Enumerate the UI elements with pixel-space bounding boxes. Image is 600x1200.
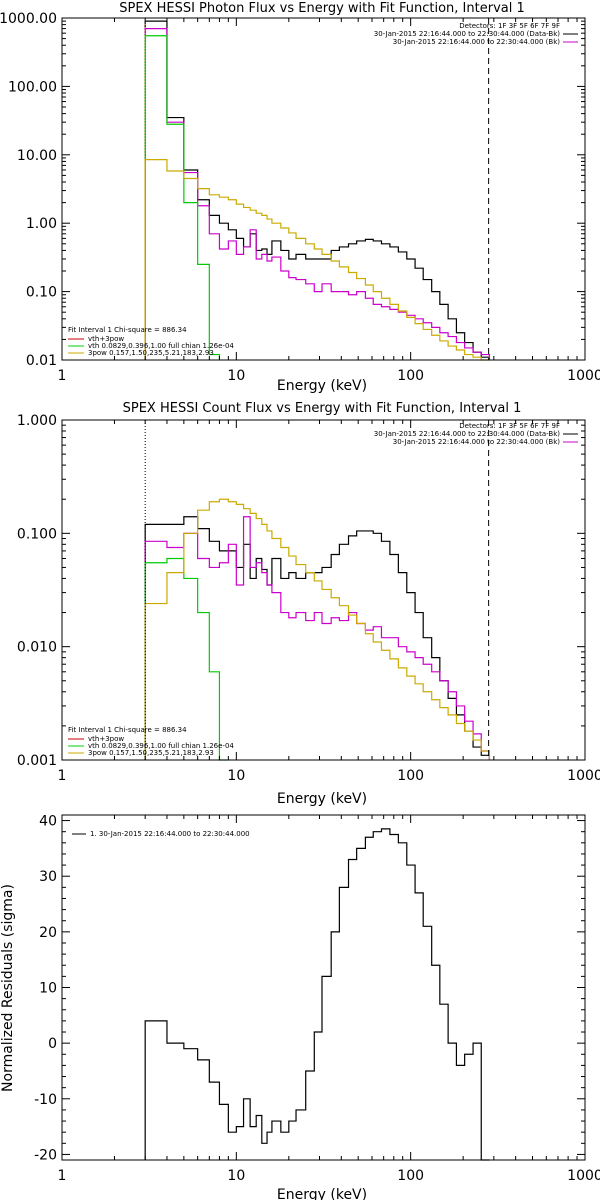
plot-frame [61,17,586,361]
panel-residuals: 1 10 100 1000 -20 -10 0 10 20 30 40 Energy (keV) N… [0,814,600,1200]
y-tick-label: 20 [39,925,57,941]
count-flux-title: SPEX HESSI Count Flux vs Energy with Fit… [123,401,522,416]
y-tick-label: 0.100 [17,526,57,542]
x-tick-label: 100 [397,368,424,384]
y-tick-label: 10.00 [17,148,57,164]
series-data-minus-bk [144,828,490,1161]
photon-flux-plot-area: 1 10 100 1000 0.01 0.10 1.00 10.00 100.00 1000.00 [0,11,600,384]
x-tick-label: 1 [58,1168,67,1184]
photon-flux-title: SPEX HESSI Photon Flux vs Energy with Fi… [119,1,525,16]
photon-flux-legend-bottom-left: vth+3pow vth 0.0829,0.396,1.00 full chia… [68,335,234,357]
plot-frame [61,419,586,761]
panel-count-flux: SPEX HESSI Count Flux vs Energy with Fit… [17,401,600,807]
residuals-plot-area: 1 10 100 1000 -20 -10 0 10 20 30 40 [34,814,600,1184]
x-tick-label: 1000 [567,768,600,784]
series-thermal-fit [144,557,229,761]
x-tick-label: 1 [58,768,67,784]
legend-label-vth-3pow: vth+3pow [88,735,124,743]
y-tick-label: 40 [39,814,57,830]
y-tick-label: 1.00 [26,216,57,232]
photon-flux-legend-top-right: Detectors: 1F 3F 5F 6F 7F 9F 30-Jan-2015… [374,22,578,46]
y-tick-label: 1.000 [17,413,57,429]
x-tick-label: 1000 [567,1168,600,1184]
y-tick-label: 10 [39,981,57,997]
x-tick-label: 10 [227,768,245,784]
count-flux-legend-header: Fit Interval 1 Chi-square = 886.34 [68,726,187,734]
legend-label-3pow: 3pow 0.157,1.50,235,5.21,183,2.93 [88,349,214,357]
residuals-y-axis-label: Normalized Residuals (sigma) [0,884,16,1092]
legend-data-bk: 30-Jan-2015 22:16:44.000 to 22:30:44.000… [374,430,561,438]
count-flux-legend-top-right: Detectors: 1F 3F 5F 6F 7F 9F 30-Jan-2015… [374,422,578,446]
legend-label-vth-3pow: vth+3pow [88,335,124,343]
x-tick-label: 100 [397,1168,424,1184]
y-tick-label: 0.10 [26,285,57,301]
y-tick-label: 0.01 [26,353,57,369]
x-tick-label: 1000 [567,368,600,384]
photon-flux-legend-header: Fit Interval 1 Chi-square = 886.34 [68,326,187,334]
series-power-law-fit [144,498,491,760]
legend-detectors: Detectors: 1F 3F 5F 6F 7F 9F [459,22,560,30]
y-tick-label: 100.00 [8,79,57,95]
series-power-law-fit [144,159,490,361]
legend-label-vth: vth 0.0829,0.396,1.00 full chian 1.26e-0… [88,742,234,750]
photon-flux-x-axis-label: Energy (keV) [277,378,367,394]
y-tick-label: 30 [39,869,57,885]
count-flux-x-axis-label: Energy (keV) [277,791,367,807]
series-background [144,27,491,360]
x-tick-label: 10 [227,1168,245,1184]
y-tick-label: 0.001 [17,753,57,769]
legend-data-bk: 30-Jan-2015 22:16:44.000 to 22:30:44.000… [374,30,561,38]
panel-photon-flux: SPEX HESSI Photon Flux vs Energy with Fi… [0,1,600,394]
series-thermal-fit [144,35,221,360]
y-tick-label: 1000.00 [0,11,57,27]
residuals-legend: 1. 30-Jan-2015 22:16:44.000 to 22:30:44.… [72,830,250,838]
x-tick-label: 10 [227,368,245,384]
count-flux-legend-bottom-left: vth+3pow vth 0.0829,0.396,1.00 full chia… [68,735,234,757]
legend-bk: 30-Jan-2015 22:16:44.000 to 22:30:44.000… [393,38,561,46]
count-flux-plot-area: 1 10 100 1000 0.001 0.010 0.100 1.000 [17,413,600,784]
y-tick-label: 0 [48,1036,57,1052]
y-tick-label: 0.010 [17,640,57,656]
y-tick-label: -10 [34,1092,57,1108]
residuals-x-axis-label: Energy (keV) [277,1187,367,1200]
series-background [144,516,491,760]
legend-bk: 30-Jan-2015 22:16:44.000 to 22:30:44.000… [393,438,561,446]
legend-label-vth: vth 0.0829,0.396,1.00 full chian 1.26e-0… [88,342,234,350]
x-tick-label: 1 [58,368,67,384]
y-tick-label: -20 [34,1147,57,1163]
legend-label-3pow: 3pow 0.157,1.50,235,5.21,183,2.93 [88,749,214,757]
x-tick-label: 100 [397,768,424,784]
legend-detectors: Detectors: 1F 3F 5F 6F 7F 9F [459,422,560,430]
legend-label-interval: 1. 30-Jan-2015 22:16:44.000 to 22:30:44.… [90,830,250,838]
